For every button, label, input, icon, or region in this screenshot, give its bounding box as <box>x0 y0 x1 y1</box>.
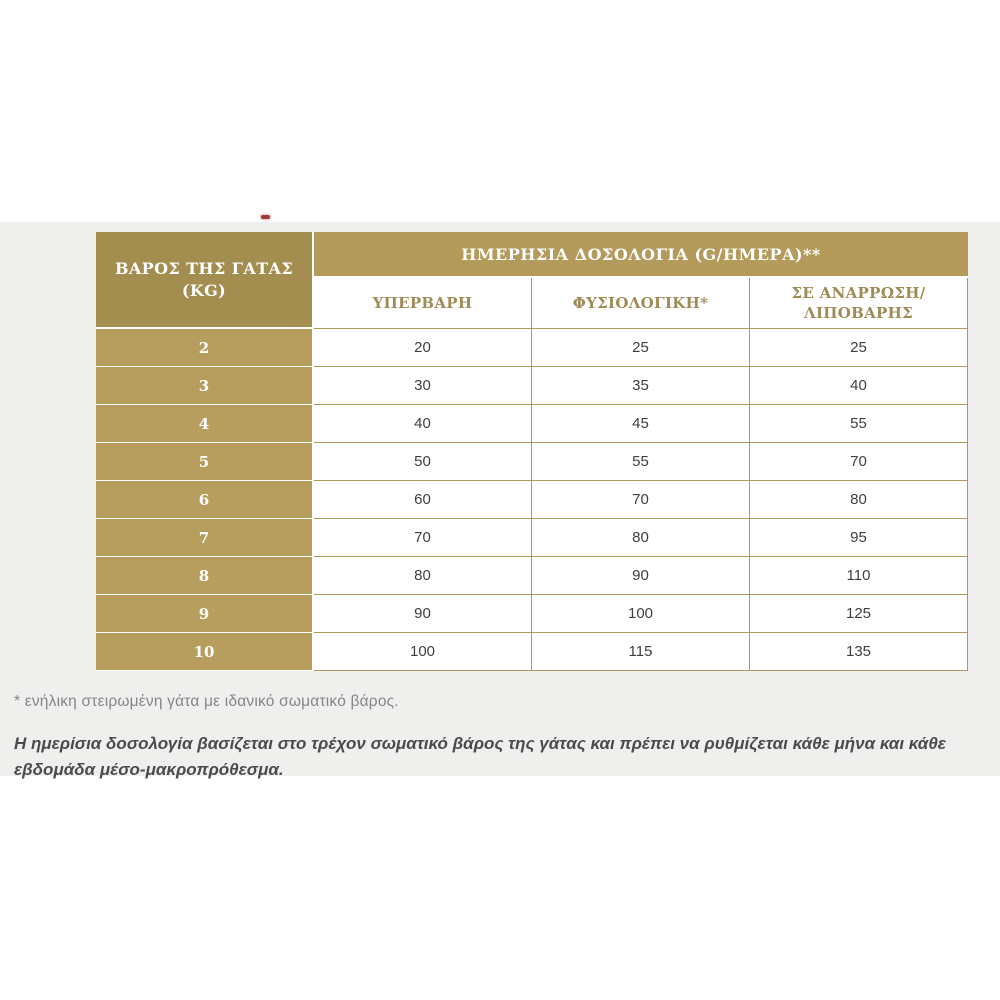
weight-cell: 2 <box>96 329 314 367</box>
dosage-cell: 60 <box>314 481 532 519</box>
dosage-cell: 70 <box>750 443 968 481</box>
table-row: 7 70 80 95 <box>96 519 968 557</box>
dosage-cell: 95 <box>750 519 968 557</box>
dosage-cell: 125 <box>750 595 968 633</box>
weight-cell: 5 <box>96 443 314 481</box>
dosage-cell: 35 <box>532 367 750 405</box>
table-row: 9 90 100 125 <box>96 595 968 633</box>
column-header-overweight: ΥΠΕΡΒΑΡΗ <box>314 278 532 329</box>
dosage-cell: 115 <box>532 633 750 671</box>
weight-cell: 10 <box>96 633 314 671</box>
dosage-cell: 70 <box>314 519 532 557</box>
table-row: 5 50 55 70 <box>96 443 968 481</box>
weight-column-header-line1: ΒΑΡΟΣ ΤΗΣ ΓΑΤΑΣ <box>114 258 294 278</box>
weight-column-header-line2: (KG) <box>181 280 227 300</box>
dosage-cell: 100 <box>314 633 532 671</box>
dosage-cell: 80 <box>532 519 750 557</box>
dosage-cell: 25 <box>750 329 968 367</box>
main-header-daily-dosage: ΗΜΕΡΗΣΙΑ ΔΟΣΟΛΟΓΙΑ (G/ΗΜΕΡΑ)** <box>314 232 968 278</box>
dosage-cell: 40 <box>750 367 968 405</box>
column-header-normal: ΦΥΣΙΟΛΟΓΙΚΗ* <box>532 278 750 329</box>
table-row: 10 100 115 135 <box>96 633 968 671</box>
dosage-cell: 80 <box>314 557 532 595</box>
dosage-cell: 80 <box>750 481 968 519</box>
table-row: 4 40 45 55 <box>96 405 968 443</box>
table-header-row-2: ΥΠΕΡΒΑΡΗ ΦΥΣΙΟΛΟΓΙΚΗ* ΣΕ ΑΝΑΡΡΩΣΗ/ ΛΙΠΟΒ… <box>96 278 968 329</box>
table-row: 8 80 90 110 <box>96 557 968 595</box>
red-marker-artifact <box>261 215 270 219</box>
dosage-cell: 100 <box>532 595 750 633</box>
weight-cell: 3 <box>96 367 314 405</box>
footnote-sterilised-cat: * ενήλικη στειρωμένη γάτα με ιδανικό σωμ… <box>14 693 399 710</box>
dosage-cell: 90 <box>532 557 750 595</box>
table-header-row-1: ΒΑΡΟΣ ΤΗΣ ΓΑΤΑΣ (KG) ΗΜΕΡΗΣΙΑ ΔΟΣΟΛΟΓΙΑ … <box>96 232 968 329</box>
dosage-cell: 20 <box>314 329 532 367</box>
table-row: 6 60 70 80 <box>96 481 968 519</box>
dosage-cell: 70 <box>532 481 750 519</box>
table-row: 2 20 25 25 <box>96 329 968 367</box>
dosage-cell: 30 <box>314 367 532 405</box>
dosage-cell: 110 <box>750 557 968 595</box>
dosage-cell: 55 <box>532 443 750 481</box>
dosage-cell: 90 <box>314 595 532 633</box>
weight-column-header: ΒΑΡΟΣ ΤΗΣ ΓΑΤΑΣ (KG) <box>96 232 314 329</box>
column-header-recovery-underweight: ΣΕ ΑΝΑΡΡΩΣΗ/ ΛΙΠΟΒΑΡΗΣ <box>750 278 968 329</box>
dosage-cell: 25 <box>532 329 750 367</box>
dosage-cell: 50 <box>314 443 532 481</box>
dosage-cell: 135 <box>750 633 968 671</box>
dosage-cell: 45 <box>532 405 750 443</box>
weight-cell: 9 <box>96 595 314 633</box>
weight-cell: 8 <box>96 557 314 595</box>
weight-cell: 6 <box>96 481 314 519</box>
weight-cell: 4 <box>96 405 314 443</box>
dosage-cell: 55 <box>750 405 968 443</box>
dosage-table: ΒΑΡΟΣ ΤΗΣ ΓΑΤΑΣ (KG) ΗΜΕΡΗΣΙΑ ΔΟΣΟΛΟΓΙΑ … <box>96 232 968 671</box>
weight-cell: 7 <box>96 519 314 557</box>
table-row: 3 30 35 40 <box>96 367 968 405</box>
footnote-daily-dosage-adjustment: Η ημερίσια δοσολογία βασίζεται στο τρέχο… <box>14 734 946 780</box>
dosage-cell: 40 <box>314 405 532 443</box>
